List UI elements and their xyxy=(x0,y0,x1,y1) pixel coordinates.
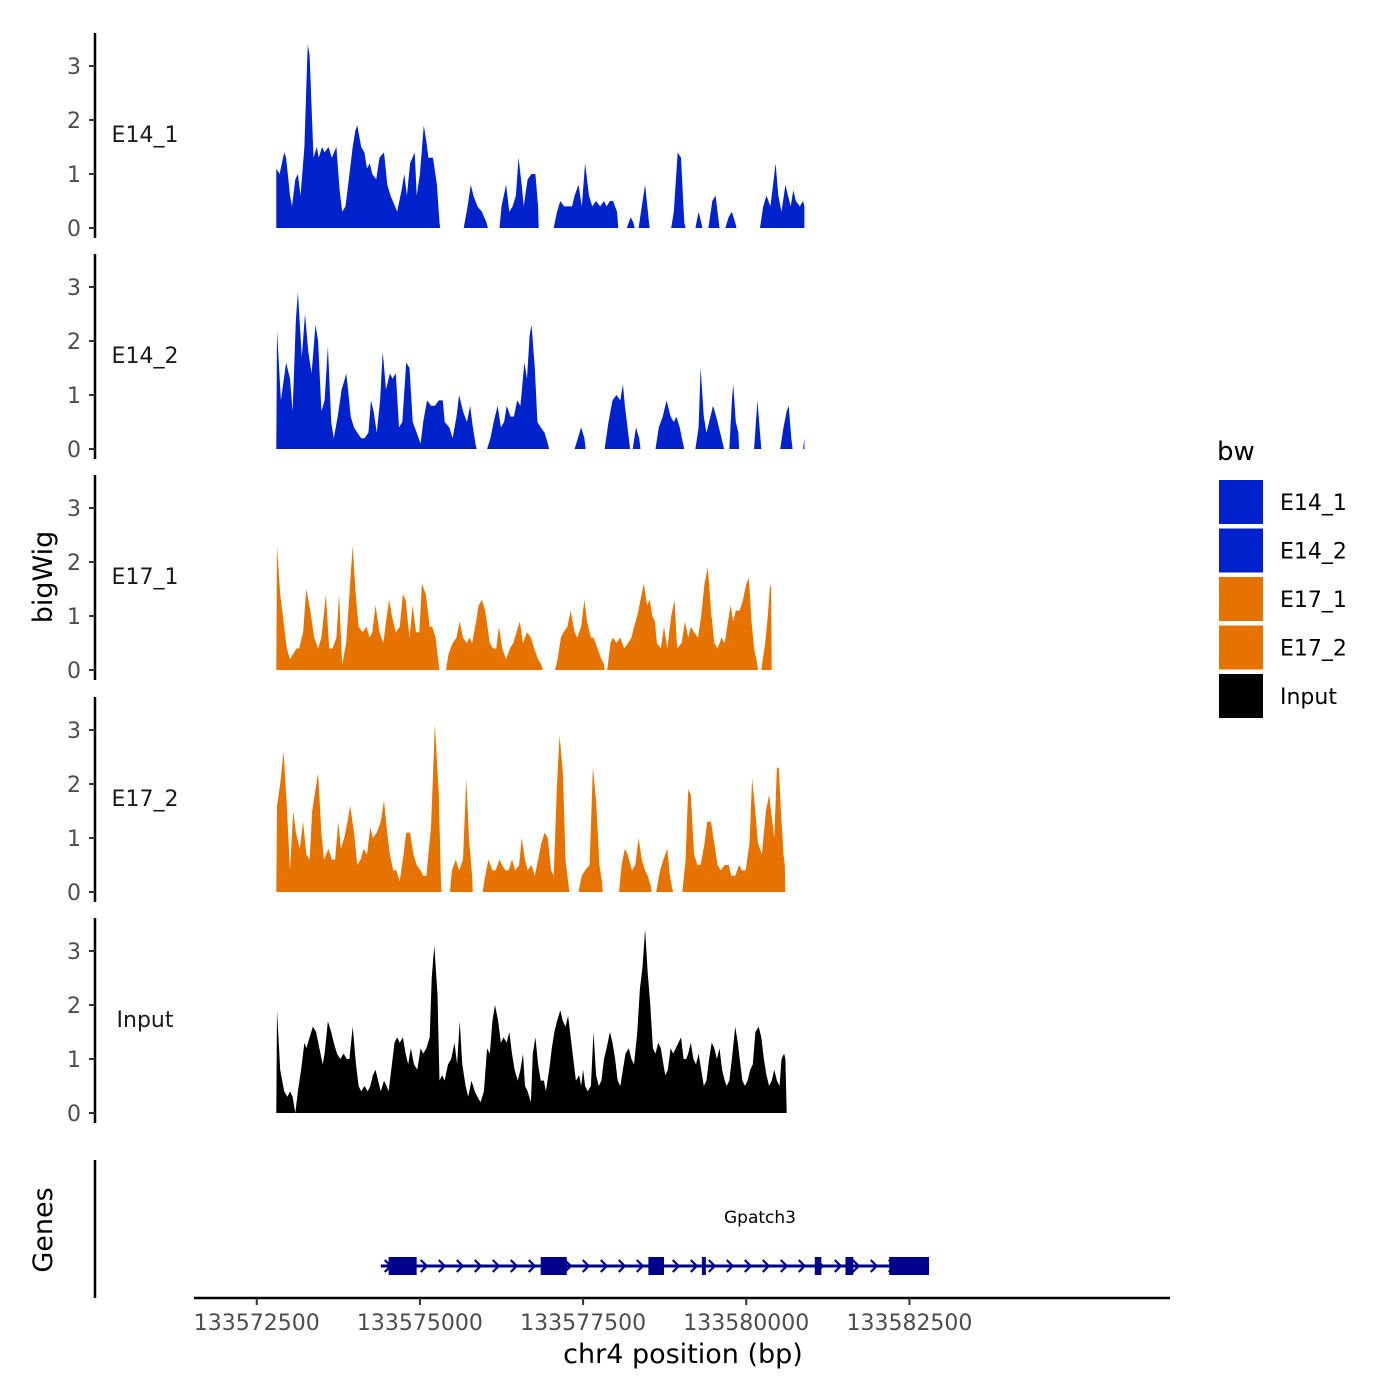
exon xyxy=(388,1257,417,1275)
genes-axis-title: Genes xyxy=(28,1187,59,1272)
y-tick-label: 2 xyxy=(67,109,81,134)
y-tick-label: 0 xyxy=(67,659,81,684)
track-label: E14_2 xyxy=(112,344,179,369)
strand-arrow xyxy=(473,1259,483,1273)
strand-arrow xyxy=(635,1259,645,1273)
legend-title: bw xyxy=(1217,437,1255,467)
strand-arrow xyxy=(671,1259,681,1273)
y-tick-label: 0 xyxy=(67,217,81,242)
strand-arrow xyxy=(761,1259,771,1273)
y-tick-label: 3 xyxy=(67,719,81,744)
exon xyxy=(648,1257,665,1275)
exon xyxy=(845,1257,854,1275)
track-area-E17_1 xyxy=(276,545,772,670)
legend-label: E17_1 xyxy=(1280,588,1347,613)
track-panel-E14_2: 0 1 2 3 E14_2 xyxy=(67,254,805,463)
x-tick-label: 133572500 xyxy=(194,1311,320,1336)
strand-arrow xyxy=(725,1259,735,1273)
track-panel-E14_1: 0 1 2 3 E14_1 xyxy=(67,33,805,242)
y-tick-label: 1 xyxy=(67,384,81,409)
track-panels: 0 1 2 3 E14_1 0 1 2 3 E14_2 0 1 2 3 E17_1 0 1 2 3 E17_2 0 1 2 3… xyxy=(67,33,805,1127)
track-label: E14_1 xyxy=(112,123,179,148)
legend-label: Input xyxy=(1280,685,1337,710)
legend-label: E17_2 xyxy=(1280,637,1347,662)
strand-arrow xyxy=(617,1259,627,1273)
track-area-Input xyxy=(276,929,787,1113)
track-panel-Input: 0 1 2 3 Input xyxy=(67,918,787,1127)
strand-arrow xyxy=(419,1259,429,1273)
track-label: Input xyxy=(117,1008,174,1033)
legend-label: E14_1 xyxy=(1280,491,1347,516)
y-tick-label: 1 xyxy=(67,1048,81,1073)
legend-key-E14_1 xyxy=(1219,480,1263,524)
track-area-E17_2 xyxy=(276,724,786,892)
strand-arrow xyxy=(707,1259,717,1273)
y-tick-label: 3 xyxy=(67,497,81,522)
strand-arrow xyxy=(437,1259,447,1273)
strand-arrow xyxy=(527,1259,537,1273)
strand-arrow xyxy=(509,1259,519,1273)
track-label: E17_1 xyxy=(112,565,179,590)
y-tick-label: 0 xyxy=(67,438,81,463)
x-tick-label: 133580000 xyxy=(683,1311,809,1336)
x-tick-label: 133575000 xyxy=(357,1311,483,1336)
track-label: E17_2 xyxy=(112,787,179,812)
strand-arrow xyxy=(851,1259,861,1273)
track-panel-E17_2: 0 1 2 3 E17_2 xyxy=(67,697,786,906)
y-tick-label: 1 xyxy=(67,163,81,188)
legend-label: E14_2 xyxy=(1280,540,1347,565)
x-axis: 133572500 133575000 133577500 133580000 1335… xyxy=(194,1296,1170,1336)
y-tick-label: 3 xyxy=(67,55,81,80)
x-axis-title: chr4 position (bp) xyxy=(563,1339,803,1370)
exon xyxy=(701,1257,706,1275)
y-tick-label: 2 xyxy=(67,551,81,576)
strand-arrow xyxy=(797,1259,807,1273)
exon xyxy=(889,1257,930,1275)
x-tick-label: 133582500 xyxy=(846,1311,972,1336)
x-tick-label: 133577500 xyxy=(520,1311,646,1336)
y-tick-label: 2 xyxy=(67,994,81,1019)
legend-key-E17_1 xyxy=(1219,577,1263,621)
legend-key-Input xyxy=(1219,674,1263,718)
strand-arrow xyxy=(779,1259,789,1273)
strand-arrow xyxy=(743,1259,753,1273)
strand-arrow xyxy=(599,1259,609,1273)
legend: bw E14_1 E14_2 E17_1 E17_2 Input xyxy=(1217,437,1347,718)
track-area-E14_1 xyxy=(276,44,805,229)
strand-arrow xyxy=(869,1259,879,1273)
exon xyxy=(540,1257,567,1275)
y-axis-title: bigWig xyxy=(28,531,59,624)
y-tick-label: 0 xyxy=(67,881,81,906)
gene-label: Gpatch3 xyxy=(724,1208,796,1228)
strand-arrow xyxy=(491,1259,501,1273)
y-tick-label: 1 xyxy=(67,605,81,630)
strand-arrow xyxy=(581,1259,591,1273)
y-tick-label: 3 xyxy=(67,940,81,965)
track-panel-E17_1: 0 1 2 3 E17_1 xyxy=(67,475,772,684)
strand-arrow xyxy=(833,1259,843,1273)
y-tick-label: 0 xyxy=(67,1102,81,1127)
exon xyxy=(814,1257,822,1275)
y-tick-label: 1 xyxy=(67,827,81,852)
y-tick-label: 2 xyxy=(67,330,81,355)
legend-key-E17_2 xyxy=(1219,625,1263,670)
track-area-E14_2 xyxy=(276,292,805,449)
y-tick-label: 2 xyxy=(67,773,81,798)
y-tick-label: 3 xyxy=(67,276,81,301)
strand-arrow xyxy=(689,1259,699,1273)
strand-arrow xyxy=(455,1259,465,1273)
legend-key-E14_2 xyxy=(1219,528,1263,573)
genes-panel: Gpatch3 xyxy=(93,1160,930,1298)
